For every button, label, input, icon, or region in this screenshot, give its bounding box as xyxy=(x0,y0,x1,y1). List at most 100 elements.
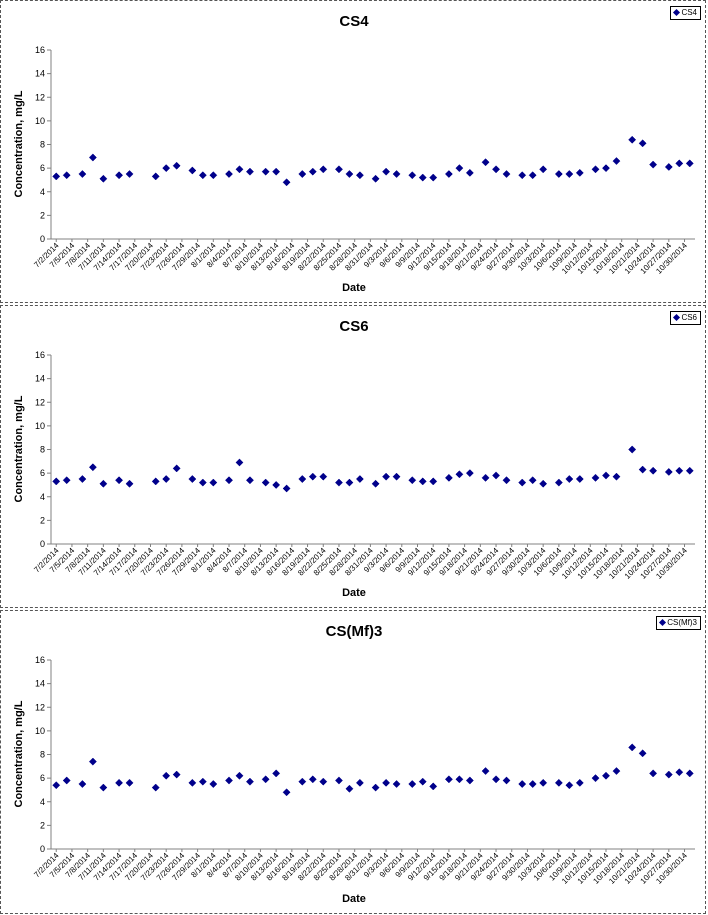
data-point: 10/15/2014: 6 xyxy=(602,164,610,173)
data-point: 9/15/2014: 5.5 xyxy=(444,170,453,178)
y-tick-label: 4 xyxy=(40,492,45,502)
data-point: 8/6/2014: 6.9 xyxy=(235,458,244,467)
data-point: 10/1/2014: 5.4 xyxy=(528,171,537,180)
chart-legend: CS6 xyxy=(670,311,701,325)
data-point: 7/7/2014: 5.5 xyxy=(78,475,87,483)
data-point: 9/10/2014: 5.7 xyxy=(418,777,427,786)
data-point: 8/25/2014: 5.9 xyxy=(335,165,343,174)
y-tick-label: 4 xyxy=(40,797,45,807)
data-point: 9/17/2014: 5.9 xyxy=(455,470,464,479)
data-point: 9/19/2014: 5.8 xyxy=(465,776,474,785)
data-point: 8/27/2014: 5.5 xyxy=(345,170,354,178)
data-point: 8/13/2014: 5 xyxy=(272,480,281,489)
data-point: 8/1/2014: 5.4 xyxy=(209,171,218,180)
data-point: 8/20/2014: 5.7 xyxy=(308,472,317,481)
data-point: 10/6/2014: 5.2 xyxy=(554,478,563,487)
data-point: 9/19/2014: 6 xyxy=(465,469,474,478)
chart-panel-cs6: 0 2 4 6 8 10 12 14 16 7/2/2014 7/5/2014 7/8/2014 7/1… xyxy=(0,305,706,608)
data-point: 7/7/2014: 5.5 xyxy=(78,170,87,178)
data-point: 7/21/2014: 5.3 xyxy=(151,477,160,486)
data-point: 9/5/2014: 5.5 xyxy=(392,780,401,788)
data-point: 10/27/2014: 6.3 xyxy=(664,770,673,779)
data-point: 10/8/2014: 5.4 xyxy=(565,781,574,790)
data-point: 10/13/2014: 6 xyxy=(591,774,600,783)
data-point: 10/13/2014: 5.9 xyxy=(591,165,600,174)
y-tick-label: 10 xyxy=(35,421,45,431)
data-point: 7/11/2014: 5.1 xyxy=(99,174,108,183)
legend-label: CS6 xyxy=(681,313,697,322)
data-point: 10/1/2014: 5.4 xyxy=(528,476,537,485)
data-point: 7/25/2014: 6.4 xyxy=(172,464,181,473)
data-point: 7/16/2014: 5.5 xyxy=(125,170,134,178)
plot-area: 02468101214167/2/20147/5/20147/8/20147/1… xyxy=(32,350,695,581)
data-point: 9/1/2014: 5.1 xyxy=(371,479,380,488)
data-point: 7/28/2014: 5.8 xyxy=(188,166,197,175)
data-point: 10/20/2014: 8 xyxy=(628,445,637,454)
y-tick-label: 6 xyxy=(40,773,45,783)
data-point: 8/11/2014: 5.9 xyxy=(261,775,270,784)
data-point: 9/12/2014: 5.3 xyxy=(429,782,438,791)
data-point: 9/24/2014: 5.9 xyxy=(492,165,500,174)
data-point: 7/28/2014: 5.6 xyxy=(188,778,197,787)
y-axis-label: Concentration, mg/L xyxy=(13,395,25,503)
data-point: 10/27/2014: 6.1 xyxy=(664,162,673,171)
data-point: 10/29/2014: 6.2 xyxy=(675,466,684,475)
data-point: 9/26/2014: 5.8 xyxy=(502,776,511,785)
data-point: 10/10/2014: 5.6 xyxy=(575,778,584,787)
data-point: 9/22/2014: 5.6 xyxy=(481,473,490,482)
plot-area: 02468101214167/2/20147/5/20147/8/20147/1… xyxy=(32,45,695,276)
data-point: 8/18/2014: 5.5 xyxy=(298,475,307,483)
data-point: 10/1/2014: 5.5 xyxy=(528,780,537,788)
data-point: 10/17/2014: 6.6 xyxy=(612,767,621,775)
data-point: 7/21/2014: 5.3 xyxy=(151,172,160,181)
data-point: 10/3/2014: 5.1 xyxy=(539,479,548,488)
y-tick-label: 8 xyxy=(40,445,45,455)
data-point: 10/31/2014: 6.4 xyxy=(685,769,694,778)
data-point: 10/24/2014: 6.3 xyxy=(649,160,658,169)
data-point: 10/22/2014: 8.1 xyxy=(638,749,647,758)
data-point: 9/17/2014: 6 xyxy=(455,164,464,173)
data-point: 7/9/2014: 6.9 xyxy=(88,153,97,162)
data-point: 10/20/2014: 8.6 xyxy=(628,743,637,752)
data-point: 10/6/2014: 5.6 xyxy=(554,778,563,787)
chart-title: CS6 xyxy=(339,318,369,335)
data-point: 9/15/2014: 5.6 xyxy=(444,473,453,482)
data-point: 7/30/2014: 5.4 xyxy=(198,171,207,180)
data-point: 9/24/2014: 5.9 xyxy=(492,775,500,784)
data-point: 10/8/2014: 5.5 xyxy=(565,475,574,483)
data-point: 7/25/2014: 6.2 xyxy=(172,161,181,170)
legend-label: CS4 xyxy=(681,8,697,17)
data-point: 8/18/2014: 5.5 xyxy=(298,170,307,178)
data-point: 10/15/2014: 5.8 xyxy=(602,471,610,480)
data-point: 8/29/2014: 5.5 xyxy=(355,475,364,483)
data-point: 7/7/2014: 5.5 xyxy=(78,780,87,788)
data-point: 9/8/2014: 5.4 xyxy=(408,476,417,485)
data-point: 7/21/2014: 5.2 xyxy=(151,783,160,792)
data-point: 9/1/2014: 5.1 xyxy=(371,174,380,183)
chart-title: CS(Mf)3 xyxy=(325,623,383,640)
data-point: 7/30/2014: 5.2 xyxy=(198,478,207,487)
data-point: 8/18/2014: 5.7 xyxy=(298,777,307,786)
data-point: 7/14/2014: 5.4 xyxy=(115,171,124,180)
data-point: 10/15/2014: 6.2 xyxy=(602,771,610,780)
data-point: 10/29/2014: 6.4 xyxy=(675,159,684,168)
chart-title: CS4 xyxy=(339,13,369,30)
data-point: 10/24/2014: 6.4 xyxy=(649,769,658,778)
data-point: 9/8/2014: 5.5 xyxy=(408,780,417,788)
data-point: 8/4/2014: 5.4 xyxy=(225,476,233,485)
data-point: 7/30/2014: 5.7 xyxy=(198,777,207,786)
data-point: 8/15/2014: 4.8 xyxy=(282,178,291,187)
data-point: 10/3/2014: 5.9 xyxy=(539,165,548,174)
data-point: 8/22/2014: 5.7 xyxy=(319,472,328,481)
data-point: 7/28/2014: 5.5 xyxy=(188,475,197,483)
data-point: 8/29/2014: 5.4 xyxy=(355,171,364,180)
x-axis-label: Date xyxy=(342,587,366,599)
data-point: 7/25/2014: 6.3 xyxy=(172,770,181,779)
y-tick-label: 16 xyxy=(35,45,45,55)
chart-panel-csmf3: 0 2 4 6 8 10 12 14 16 7/2/2014 7/5/2014 7/8/2014 7/1… xyxy=(0,610,706,914)
data-point: 7/23/2014: 5.5 xyxy=(162,475,171,483)
data-point: 8/4/2014: 5.8 xyxy=(225,776,233,785)
data-point: 7/2/2014: 5.3 xyxy=(52,477,61,486)
data-point: 8/20/2014: 5.7 xyxy=(308,167,317,176)
data-point: 10/22/2014: 8.1 xyxy=(638,139,647,148)
